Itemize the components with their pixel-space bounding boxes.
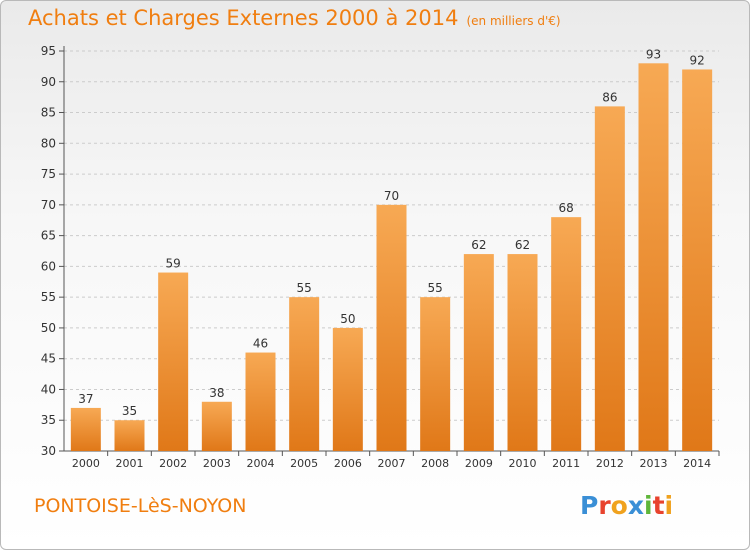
y-tick-label: 80	[41, 136, 56, 150]
bars	[70, 63, 713, 452]
x-tick-label: 2000	[72, 457, 100, 470]
y-tick-label: 75	[41, 167, 56, 181]
bar	[638, 63, 669, 452]
y-tick-label: 50	[41, 321, 56, 335]
x-tick-label: 2012	[596, 457, 624, 470]
data-label: 38	[209, 386, 224, 400]
bar	[70, 407, 101, 451]
y-tick-label: 95	[41, 44, 56, 58]
data-label: 70	[384, 189, 399, 203]
data-label: 37	[78, 392, 93, 406]
data-labels: 37 35 59 38 46 55 50 70 55 62 62 68 86 93 92	[78, 47, 705, 418]
data-label: 92	[690, 53, 705, 67]
bar	[463, 254, 494, 451]
x-tick-label: 2007	[378, 457, 406, 470]
bar	[332, 327, 363, 451]
x-tick-label: 2005	[290, 457, 318, 470]
bar	[420, 297, 451, 451]
bar	[289, 297, 320, 451]
data-label: 68	[559, 201, 574, 215]
data-label: 93	[646, 47, 661, 61]
x-tick-label: 2014	[683, 457, 711, 470]
bar	[507, 254, 538, 451]
data-label: 86	[602, 90, 617, 104]
x-tick-label: 2003	[203, 457, 231, 470]
y-tick-label: 45	[41, 352, 56, 366]
data-label: 62	[471, 238, 486, 252]
bar	[114, 420, 145, 451]
bar	[245, 352, 276, 451]
x-tick-label: 2011	[552, 457, 580, 470]
data-label: 55	[297, 281, 312, 295]
y-tick-label: 35	[41, 413, 56, 427]
y-tick-label: 55	[41, 290, 56, 304]
chart-unit: (en milliers d'€)	[466, 14, 561, 28]
bar	[201, 401, 232, 451]
y-tick-label: 65	[41, 229, 56, 243]
data-label: 55	[428, 281, 443, 295]
x-tick-label: 2006	[334, 457, 362, 470]
data-label: 62	[515, 238, 530, 252]
chart-title: Achats et Charges Externes 2000 à 2014 (e…	[28, 6, 561, 30]
x-tick-label: 2004	[247, 457, 275, 470]
x-tick-label: 2001	[116, 457, 144, 470]
y-tick-label: 60	[41, 259, 56, 273]
x-tick-label: 2002	[159, 457, 187, 470]
x-tick-label: 2013	[640, 457, 668, 470]
x-tick-label: 2009	[465, 457, 493, 470]
y-tick-label: 90	[41, 75, 56, 89]
svg-text:Proxiti: Proxiti	[580, 491, 673, 520]
axes: 30 35 40 45 50 55 60 65 70 75 80 85 90 95 2000 2001 2002…	[41, 44, 720, 470]
y-tick-label: 30	[41, 444, 56, 458]
chart-title-text: Achats et Charges Externes 2000 à 2014	[28, 6, 459, 30]
proxiti-logo: Proxiti	[580, 491, 673, 520]
data-label: 35	[122, 404, 137, 418]
place-name: PONTOISE-LèS-NOYON	[34, 495, 247, 517]
y-tick-label: 40	[41, 382, 56, 396]
bar	[376, 204, 407, 451]
data-label: 50	[340, 312, 355, 326]
data-label: 46	[253, 337, 268, 351]
bar	[682, 69, 713, 451]
y-tick-label: 85	[41, 106, 56, 120]
bar	[551, 217, 582, 451]
data-label: 59	[166, 257, 181, 271]
x-tick-label: 2010	[509, 457, 537, 470]
bar	[158, 272, 189, 451]
y-tick-label: 70	[41, 198, 56, 212]
bar	[594, 106, 625, 451]
x-tick-label: 2008	[421, 457, 449, 470]
